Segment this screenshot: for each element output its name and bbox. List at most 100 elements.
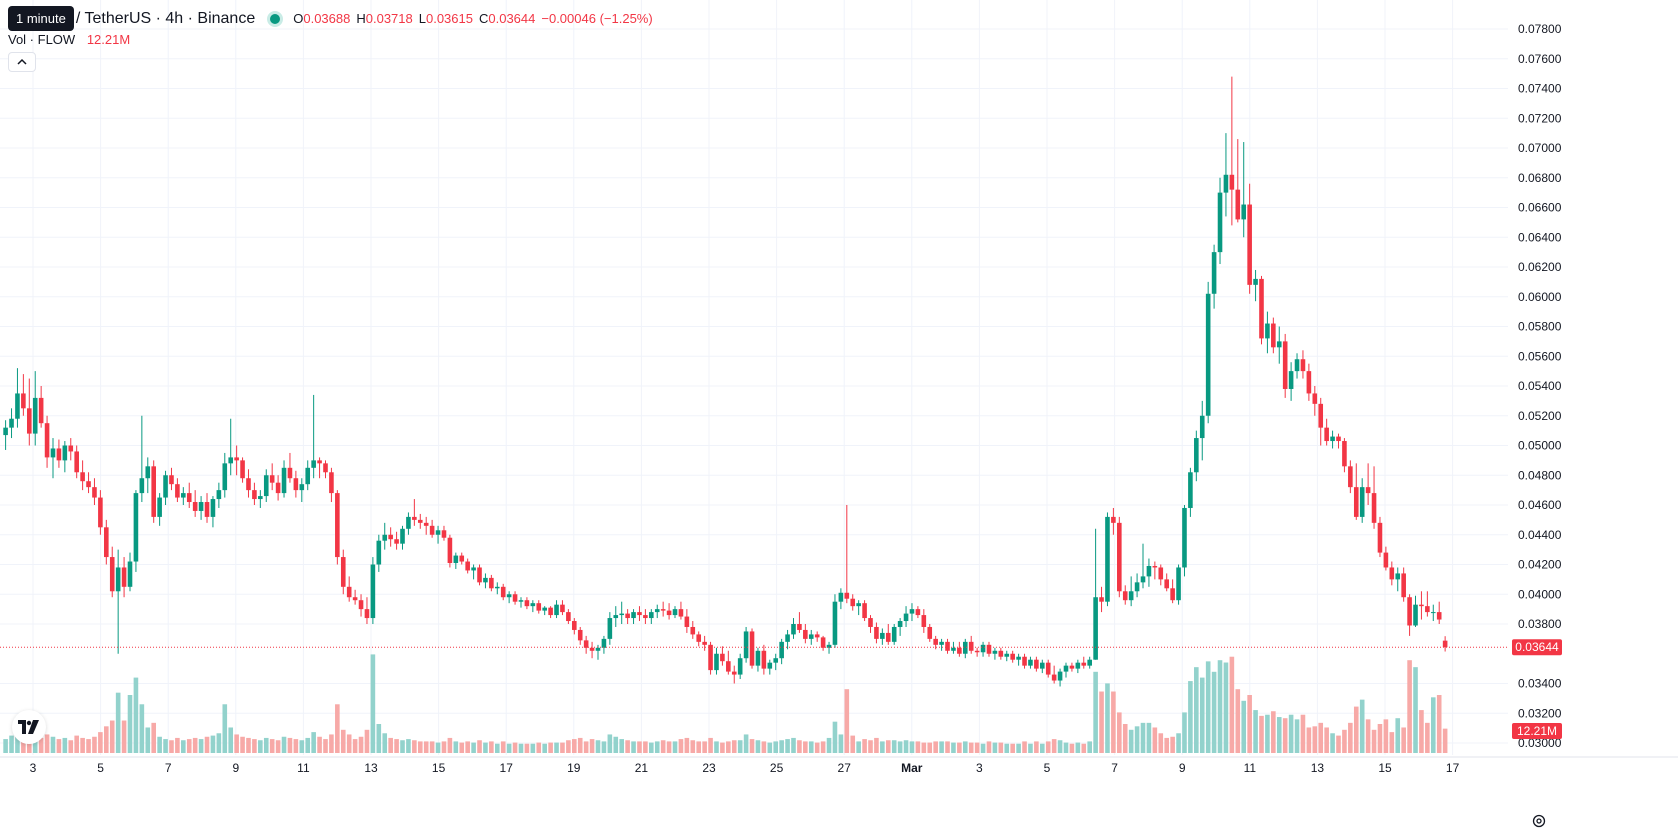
- candle-body[interactable]: [1028, 659, 1033, 666]
- candle-body[interactable]: [957, 647, 962, 654]
- candle-body[interactable]: [897, 621, 903, 627]
- candle-body[interactable]: [1348, 466, 1353, 488]
- candle-body[interactable]: [933, 638, 938, 645]
- candle-body[interactable]: [459, 555, 465, 562]
- candle-body[interactable]: [903, 613, 909, 622]
- candle-body[interactable]: [868, 618, 873, 627]
- candle-body[interactable]: [660, 609, 666, 611]
- candle-body[interactable]: [678, 609, 684, 617]
- settings-gear-icon[interactable]: [1530, 812, 1548, 830]
- candle-body[interactable]: [1247, 204, 1252, 285]
- candle-body[interactable]: [761, 650, 767, 669]
- candle-body[interactable]: [453, 555, 459, 564]
- candle-body[interactable]: [181, 493, 186, 498]
- candle-body[interactable]: [465, 561, 470, 571]
- candle-body[interactable]: [637, 612, 642, 616]
- candle-body[interactable]: [1342, 441, 1347, 467]
- candle-body[interactable]: [115, 567, 121, 592]
- candle-body[interactable]: [619, 613, 624, 616]
- candle-body[interactable]: [731, 671, 737, 675]
- candle-body[interactable]: [1152, 565, 1158, 568]
- candle-body[interactable]: [1413, 604, 1418, 626]
- candle-body[interactable]: [441, 530, 447, 538]
- candle-body[interactable]: [192, 502, 198, 511]
- candle-body[interactable]: [1265, 323, 1270, 339]
- candle-body[interactable]: [1312, 393, 1318, 404]
- candle-body[interactable]: [702, 641, 707, 645]
- candle-body[interactable]: [1182, 507, 1187, 568]
- candle-body[interactable]: [1069, 665, 1075, 669]
- candle-body[interactable]: [654, 609, 660, 613]
- candle-body[interactable]: [175, 484, 180, 498]
- tradingview-logo-icon[interactable]: [12, 710, 46, 744]
- candle-body[interactable]: [1217, 192, 1223, 253]
- candle-body[interactable]: [340, 557, 346, 587]
- candle-body[interactable]: [583, 640, 589, 648]
- candle-body[interactable]: [524, 600, 530, 607]
- candle-body[interactable]: [139, 478, 145, 494]
- candle-body[interactable]: [572, 621, 577, 630]
- candle-body[interactable]: [1010, 653, 1015, 660]
- candle-body[interactable]: [885, 632, 891, 642]
- candle-body[interactable]: [483, 577, 488, 583]
- candle-body[interactable]: [1324, 427, 1329, 442]
- candle-body[interactable]: [74, 451, 79, 473]
- candle-body[interactable]: [542, 607, 547, 611]
- candle-body[interactable]: [1057, 671, 1063, 681]
- candle-body[interactable]: [1259, 278, 1264, 339]
- candle-body[interactable]: [1111, 516, 1116, 523]
- candle-body[interactable]: [127, 561, 133, 587]
- candle-body[interactable]: [477, 567, 482, 583]
- candle-body[interactable]: [690, 626, 696, 635]
- candle-body[interactable]: [151, 466, 156, 517]
- candle-body[interactable]: [613, 615, 619, 619]
- candle-body[interactable]: [38, 397, 44, 424]
- candle-body[interactable]: [595, 647, 601, 651]
- candle-body[interactable]: [850, 598, 856, 607]
- candle-body[interactable]: [1288, 371, 1294, 389]
- candle-body[interactable]: [1004, 653, 1010, 657]
- candle-body[interactable]: [1063, 665, 1069, 672]
- candle-body[interactable]: [447, 537, 453, 564]
- candle-body[interactable]: [518, 600, 524, 602]
- candle-body[interactable]: [92, 487, 97, 498]
- candle-body[interactable]: [240, 460, 245, 479]
- candle-body[interactable]: [394, 539, 399, 544]
- candle-body[interactable]: [797, 624, 802, 630]
- candle-body[interactable]: [56, 448, 62, 461]
- candle-body[interactable]: [121, 567, 127, 587]
- candle-body[interactable]: [145, 466, 151, 479]
- candle-body[interactable]: [222, 463, 228, 491]
- candle-body[interactable]: [927, 626, 933, 639]
- candle-body[interactable]: [382, 534, 388, 541]
- candle-body[interactable]: [1146, 565, 1152, 577]
- candle-body[interactable]: [1229, 174, 1235, 190]
- candle-body[interactable]: [880, 632, 885, 639]
- candle-body[interactable]: [1075, 662, 1081, 669]
- candle-body[interactable]: [15, 393, 20, 419]
- candle-body[interactable]: [601, 638, 607, 648]
- candle-body[interactable]: [104, 527, 109, 558]
- candle-body[interactable]: [1436, 612, 1442, 620]
- candle-body[interactable]: [512, 594, 518, 602]
- candle-body[interactable]: [352, 597, 358, 601]
- candle-body[interactable]: [1407, 597, 1412, 626]
- candle-body[interactable]: [86, 481, 91, 488]
- candle-body[interactable]: [400, 528, 405, 544]
- candle-body[interactable]: [1051, 674, 1057, 681]
- candle-body[interactable]: [80, 472, 85, 482]
- candle-body[interactable]: [1081, 662, 1087, 666]
- candle-body[interactable]: [554, 604, 559, 616]
- candle-body[interactable]: [1122, 591, 1128, 601]
- candle-body[interactable]: [263, 475, 269, 497]
- candle-body[interactable]: [269, 475, 275, 483]
- candle-body[interactable]: [1383, 552, 1389, 568]
- candle-body[interactable]: [785, 634, 790, 642]
- candle-body[interactable]: [364, 609, 370, 619]
- candle-body[interactable]: [826, 644, 832, 648]
- candle-body[interactable]: [1093, 597, 1098, 660]
- candle-body[interactable]: [951, 647, 956, 651]
- candle-body[interactable]: [32, 397, 38, 434]
- candle-body[interactable]: [1442, 640, 1448, 648]
